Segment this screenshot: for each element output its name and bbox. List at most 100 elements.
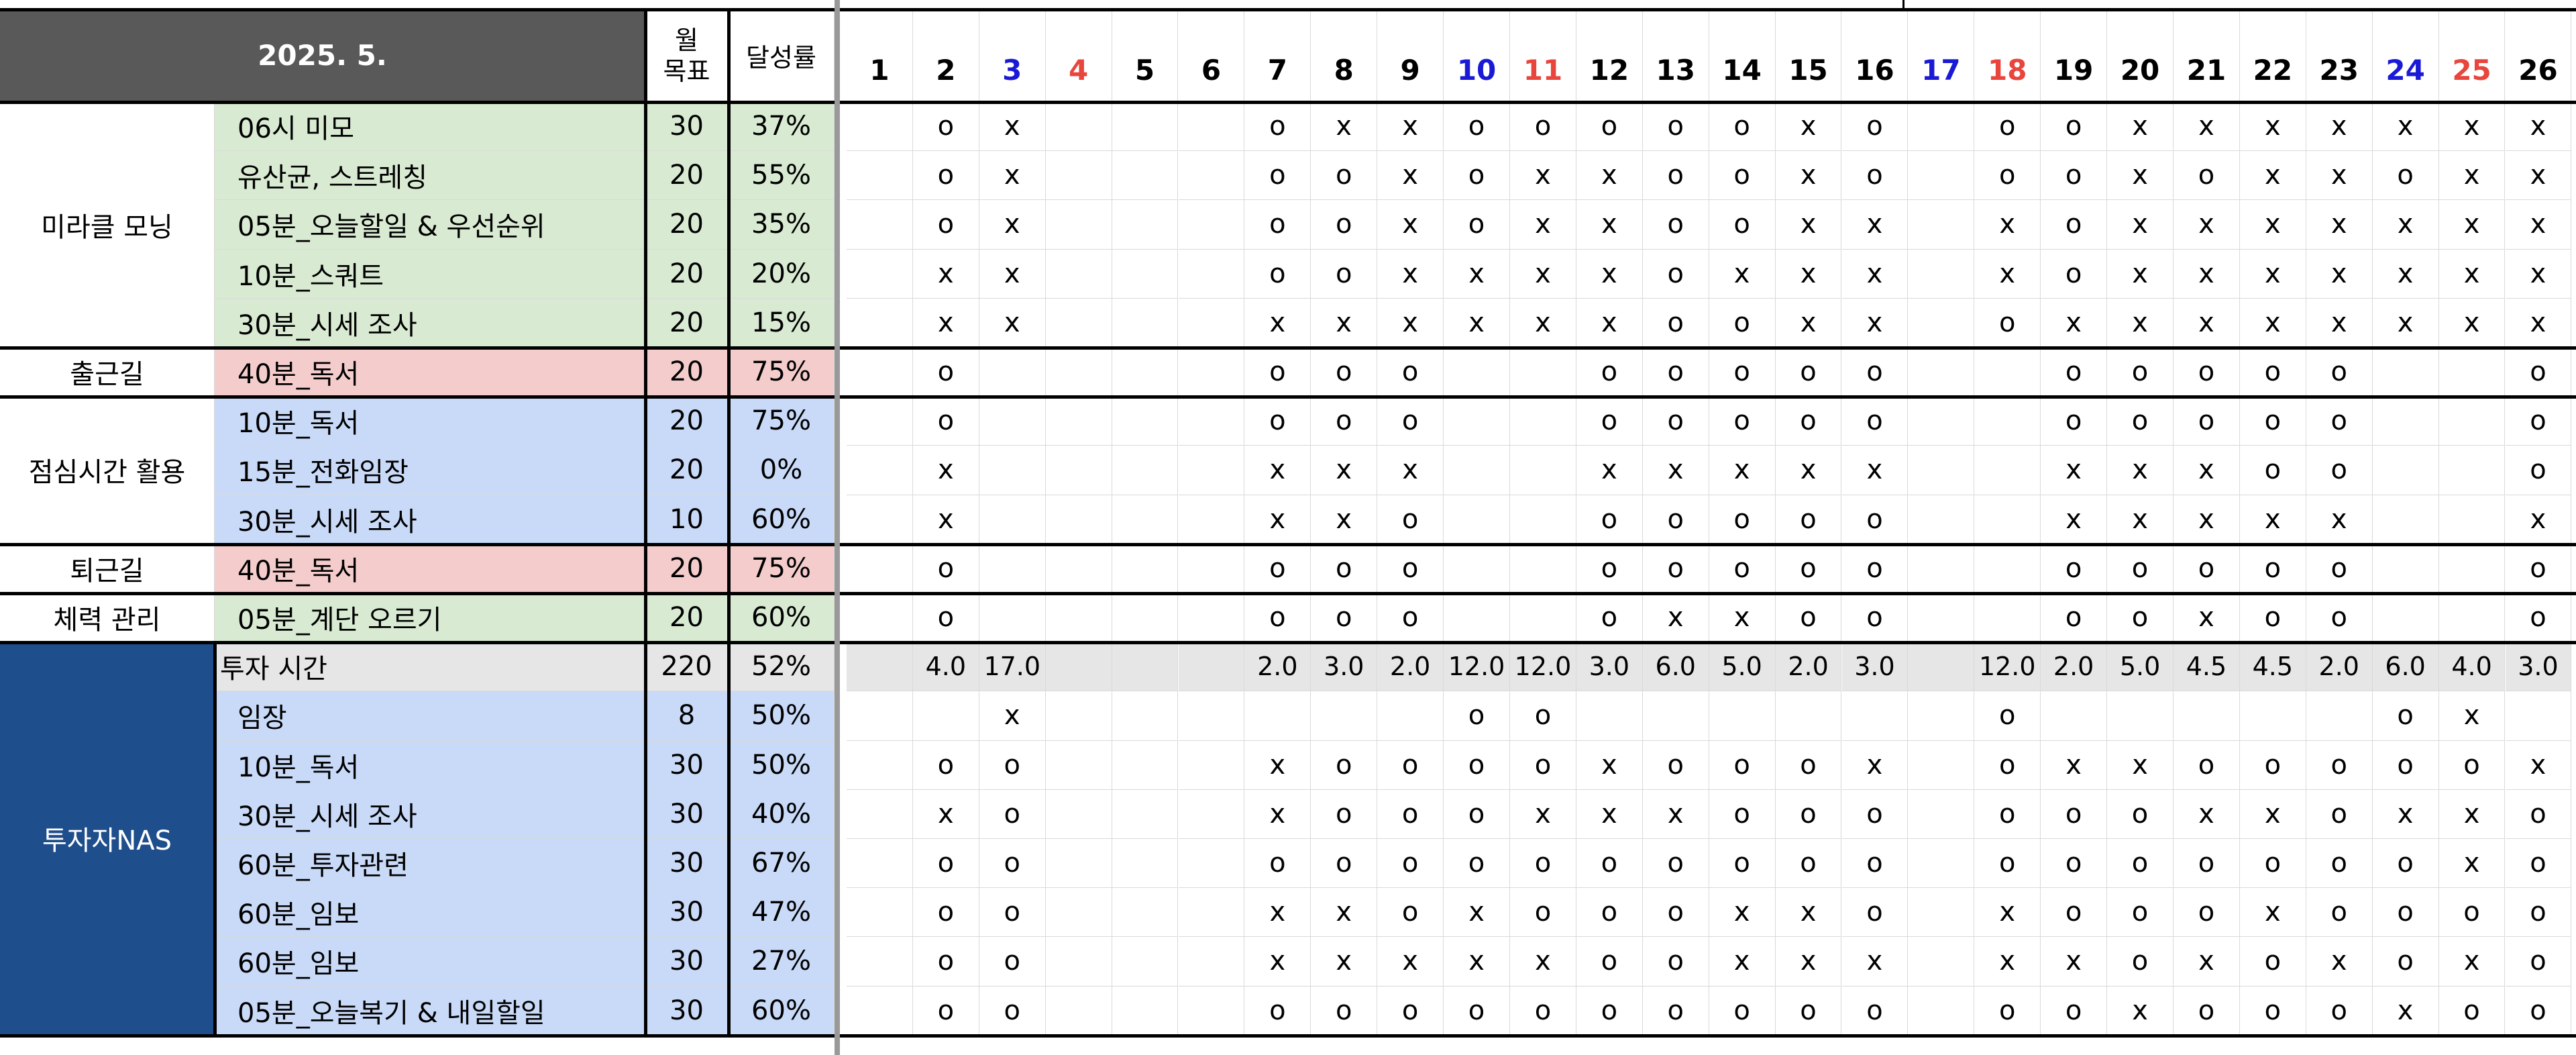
monthly-target[interactable]: 30	[645, 789, 729, 839]
day-header-4[interactable]: 4	[1045, 9, 1112, 102]
day-mark[interactable]: o	[2174, 986, 2240, 1036]
day-mark[interactable]: x	[1709, 593, 1776, 643]
day-mark[interactable]: o	[2041, 200, 2108, 250]
day-mark[interactable]: o	[1311, 397, 1378, 446]
day-mark[interactable]: o	[912, 593, 979, 643]
day-mark[interactable]: o	[1642, 986, 1709, 1036]
day-mark[interactable]	[1112, 691, 1179, 741]
day-mark[interactable]	[1444, 397, 1510, 446]
day-mark[interactable]	[1112, 151, 1179, 201]
day-mark[interactable]: x	[1244, 495, 1311, 544]
day-mark[interactable]: x	[2174, 298, 2240, 348]
day-mark[interactable]: o	[2306, 348, 2373, 397]
day-header-12[interactable]: 12	[1576, 9, 1643, 102]
monthly-target[interactable]: 10	[645, 495, 729, 544]
task-name[interactable]: 30분_시세 조사	[215, 789, 645, 839]
day-mark[interactable]	[1444, 593, 1510, 643]
day-mark[interactable]: o	[1974, 986, 2041, 1036]
group-label-3[interactable]: 퇴근길	[0, 544, 215, 593]
day-mark[interactable]	[979, 348, 1046, 397]
achievement-rate[interactable]: 47%	[729, 888, 835, 938]
day-mark[interactable]: x	[2174, 446, 2240, 495]
day-mark[interactable]: x	[1841, 740, 1909, 790]
day-mark[interactable]: x	[2174, 200, 2240, 250]
day-mark[interactable]	[1908, 789, 1975, 839]
day-mark[interactable]: o	[1642, 397, 1709, 446]
day-mark[interactable]: o	[1841, 789, 1909, 839]
day-mark[interactable]	[1908, 839, 1975, 889]
day-mark[interactable]: o	[1642, 151, 1709, 201]
day-mark[interactable]: x	[1576, 298, 1643, 348]
day-mark[interactable]: x	[2174, 789, 2240, 839]
day-mark[interactable]: x	[979, 102, 1046, 152]
day-mark[interactable]: o	[1974, 298, 2041, 348]
day-mark[interactable]	[2107, 691, 2174, 741]
day-mark[interactable]: 2.0	[1244, 642, 1311, 692]
achievement-rate[interactable]: 75%	[729, 348, 835, 397]
day-mark[interactable]: o	[1841, 495, 1909, 544]
day-mark[interactable]: x	[1244, 789, 1311, 839]
day-mark[interactable]	[1045, 593, 1112, 643]
day-mark[interactable]: o	[1642, 544, 1709, 593]
day-mark[interactable]: o	[1709, 298, 1776, 348]
task-name[interactable]: 05분_오늘할일 & 우선순위	[215, 200, 645, 250]
day-mark[interactable]	[1045, 888, 1112, 938]
day-mark[interactable]: x	[912, 495, 979, 544]
day-mark[interactable]: o	[1244, 200, 1311, 250]
day-mark[interactable]: o	[2041, 544, 2108, 593]
day-mark[interactable]	[2239, 691, 2306, 741]
day-mark[interactable]: o	[1311, 789, 1378, 839]
day-mark[interactable]: x	[1576, 789, 1643, 839]
day-mark[interactable]: o	[1841, 986, 1909, 1036]
day-mark[interactable]: o	[1974, 691, 2041, 741]
day-mark[interactable]: o	[2041, 839, 2108, 889]
day-mark[interactable]	[847, 888, 913, 938]
day-mark[interactable]: o	[2041, 986, 2108, 1036]
day-mark[interactable]: x	[2239, 888, 2306, 938]
day-mark[interactable]: x	[979, 151, 1046, 201]
day-mark[interactable]: o	[2505, 937, 2572, 987]
day-mark[interactable]	[1045, 544, 1112, 593]
day-mark[interactable]: x	[1709, 937, 1776, 987]
day-mark[interactable]: o	[2372, 151, 2439, 201]
day-mark[interactable]	[1974, 544, 2041, 593]
day-mark[interactable]	[1045, 102, 1112, 152]
day-mark[interactable]: o	[1775, 348, 1842, 397]
day-header-10[interactable]: 10	[1444, 9, 1510, 102]
day-mark[interactable]: o	[1775, 839, 1842, 889]
day-header-22[interactable]: 22	[2239, 9, 2306, 102]
day-mark[interactable]	[2372, 495, 2439, 544]
day-header-11[interactable]: 11	[1510, 9, 1576, 102]
day-mark[interactable]: o	[912, 986, 979, 1036]
day-mark[interactable]	[1178, 839, 1245, 889]
day-mark[interactable]	[1112, 642, 1179, 692]
day-mark[interactable]: x	[1841, 937, 1909, 987]
day-mark[interactable]: x	[1311, 102, 1378, 152]
task-name[interactable]: 10분_독서	[215, 740, 645, 790]
day-mark[interactable]	[1178, 986, 1245, 1036]
day-mark[interactable]: x	[1377, 298, 1444, 348]
day-mark[interactable]: o	[1244, 397, 1311, 446]
day-header-23[interactable]: 23	[2306, 9, 2373, 102]
day-mark[interactable]: x	[2306, 200, 2373, 250]
day-mark[interactable]: x	[1775, 102, 1842, 152]
day-mark[interactable]: o	[2438, 740, 2506, 790]
day-mark[interactable]	[1178, 348, 1245, 397]
day-mark[interactable]: o	[912, 348, 979, 397]
day-mark[interactable]: x	[1576, 249, 1643, 299]
day-mark[interactable]: x	[2505, 249, 2572, 299]
achievement-rate[interactable]: 75%	[729, 544, 835, 593]
monthly-target[interactable]: 220	[645, 642, 729, 692]
day-mark[interactable]: x	[1775, 298, 1842, 348]
day-mark[interactable]	[1178, 102, 1245, 152]
day-mark[interactable]: o	[2505, 789, 2572, 839]
day-mark[interactable]: o	[1311, 544, 1378, 593]
day-mark[interactable]: o	[1576, 348, 1643, 397]
day-mark[interactable]: o	[1377, 593, 1444, 643]
day-mark[interactable]: o	[1775, 740, 1842, 790]
monthly-target[interactable]: 20	[645, 593, 729, 643]
day-mark[interactable]: x	[2107, 102, 2174, 152]
day-mark[interactable]: x	[1775, 249, 1842, 299]
day-header-25[interactable]: 25	[2438, 9, 2506, 102]
day-mark[interactable]: o	[1709, 986, 1776, 1036]
